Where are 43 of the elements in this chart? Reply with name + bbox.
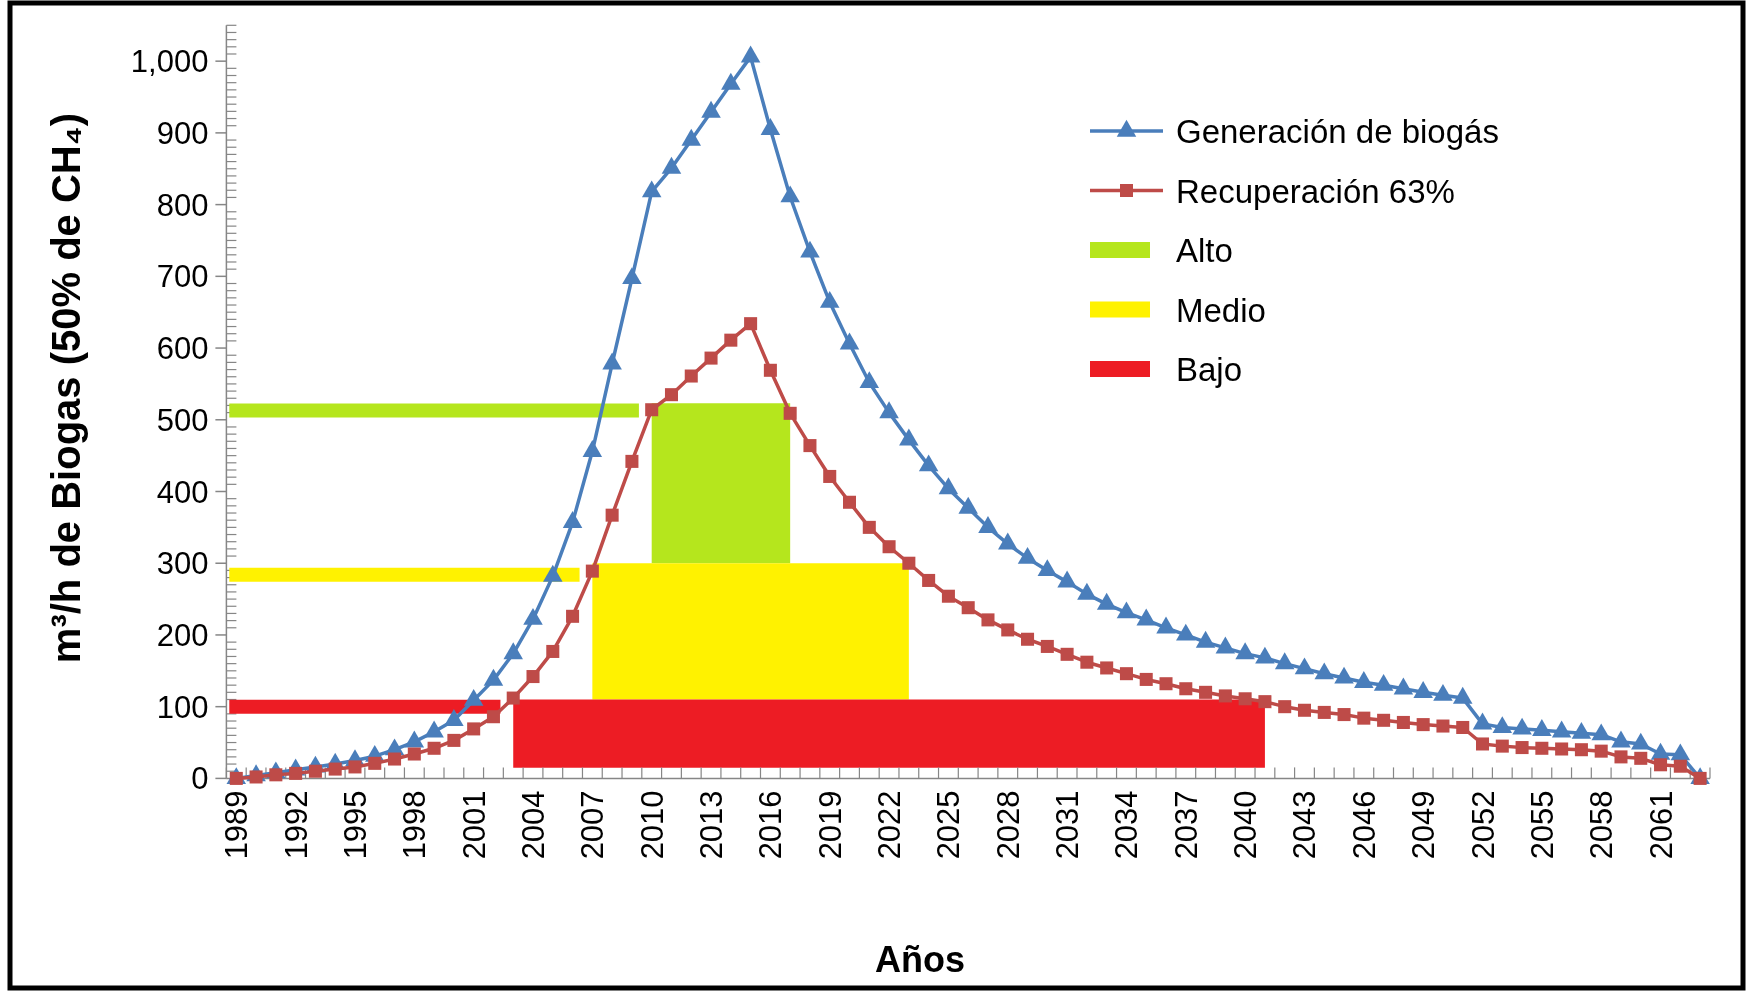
y-tick-label: 200 <box>156 617 209 653</box>
x-tick-label: 2001 <box>456 790 492 860</box>
x-tick-label: 2043 <box>1286 790 1322 860</box>
y-axis-title: m³/h de Biogas (50% de CH₄) <box>44 112 88 664</box>
y-tick-label: 1,000 <box>130 43 209 79</box>
x-tick-label: 1998 <box>396 790 432 860</box>
x-tick-label: 2007 <box>574 790 610 860</box>
x-tick-label: 1992 <box>278 790 314 860</box>
x-tick-label: 2019 <box>812 790 848 860</box>
y-tick-label: 600 <box>156 330 209 366</box>
x-tick-label: 2025 <box>930 790 966 860</box>
x-tick-label: 2034 <box>1108 790 1144 860</box>
x-tick-label: 2004 <box>515 790 551 860</box>
x-tick-label: 2013 <box>693 790 729 860</box>
legend-label: Recuperación 63% <box>1176 172 1455 209</box>
legend-label: Alto <box>1176 231 1233 269</box>
x-tick-label: 2028 <box>990 790 1026 860</box>
x-tick-label: 2016 <box>752 790 788 860</box>
x-tick-label: 1989 <box>218 790 254 860</box>
y-tick-label: 900 <box>156 115 209 151</box>
y-tick-label: 800 <box>156 187 209 223</box>
x-tick-label: 2010 <box>634 790 670 860</box>
x-tick-label: 2022 <box>871 790 907 860</box>
x-tick-label: 2037 <box>1168 790 1204 860</box>
x-tick-label: 1995 <box>337 790 373 860</box>
x-tick-label: 2040 <box>1227 790 1263 860</box>
x-tick-label: 2031 <box>1049 790 1085 860</box>
x-tick-label: 2046 <box>1346 790 1382 860</box>
x-tick-label: 2061 <box>1643 790 1679 860</box>
x-tick-label: 2049 <box>1405 790 1441 860</box>
y-tick-label: 500 <box>156 402 209 438</box>
x-tick-label: 2055 <box>1524 790 1560 860</box>
legend-label: Medio <box>1176 291 1266 328</box>
x-tick-label: 2058 <box>1583 790 1619 860</box>
y-tick-label: 300 <box>156 545 209 581</box>
y-tick-label: 0 <box>191 760 209 796</box>
y-tick-label: 100 <box>156 689 209 725</box>
x-tick-label: 2052 <box>1465 790 1501 860</box>
legend-label: Generación de biogás <box>1176 112 1499 150</box>
y-tick-label: 700 <box>156 258 209 294</box>
x-axis-title: Años <box>875 939 965 980</box>
y-tick-label: 400 <box>156 474 209 509</box>
legend-label: Bajo <box>1176 350 1243 388</box>
